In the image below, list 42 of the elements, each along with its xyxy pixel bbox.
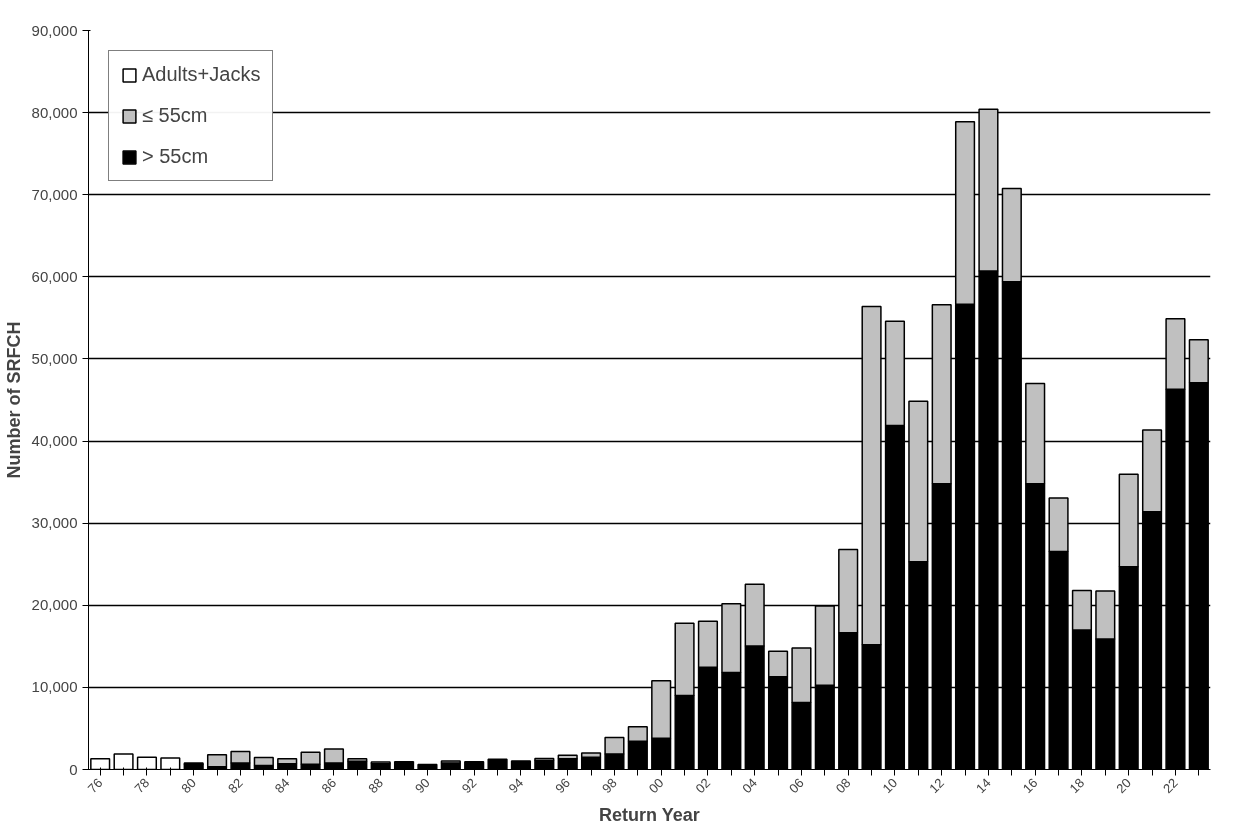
y-tick-label: 80,000 <box>31 103 78 121</box>
y-tick-label: 0 <box>69 760 78 778</box>
x-tick-label: 82 <box>224 775 246 797</box>
x-tick-label: 84 <box>271 775 293 797</box>
legend-label: ≤ 55cm <box>142 104 208 127</box>
x-tick-label: 20 <box>1113 775 1134 797</box>
x-tick-label: 10 <box>879 775 901 797</box>
x-axis-title: Return Year <box>598 805 700 826</box>
x-tick-label: 22 <box>1159 775 1181 797</box>
y-axis-title: Number of SRFCH <box>3 321 24 479</box>
x-tick-label: 96 <box>552 775 573 797</box>
x-tick-label: 08 <box>832 775 854 797</box>
y-tick-label: 40,000 <box>31 432 78 450</box>
x-tick-label: 04 <box>739 775 760 797</box>
x-tick-label: 86 <box>318 775 340 797</box>
y-tick-label: 50,000 <box>31 349 78 367</box>
x-tick-label: 90 <box>411 775 433 797</box>
legend-label: Adults+Jacks <box>142 63 261 86</box>
x-tick-label: 02 <box>692 775 714 797</box>
y-tick-label: 60,000 <box>31 267 78 285</box>
x-tick-label: 98 <box>598 775 620 797</box>
bar <box>300 751 321 765</box>
bar <box>253 756 274 767</box>
bar <box>277 758 298 765</box>
y-tick-label: 20,000 <box>31 596 78 614</box>
y-tick-label: 30,000 <box>31 514 78 532</box>
x-tick-label: 06 <box>785 775 807 797</box>
y-tick-label: 70,000 <box>31 185 78 203</box>
x-tick-label: 00 <box>645 775 667 797</box>
x-tick-label: 94 <box>505 775 527 797</box>
x-tick-label: 14 <box>972 775 994 797</box>
x-tick-label: 16 <box>1019 775 1041 797</box>
x-tick-label: 12 <box>926 775 947 797</box>
x-tick-label: 88 <box>365 775 386 797</box>
y-tick-label: 90,000 <box>31 21 78 39</box>
x-tick-label: 76 <box>84 775 106 797</box>
x-tick-label: 80 <box>178 775 199 797</box>
x-tick-label: 18 <box>1066 775 1088 797</box>
y-tick-label: 10,000 <box>31 678 78 696</box>
legend-label: > 55cm <box>142 145 209 168</box>
x-tick-label: 78 <box>131 775 153 797</box>
x-tick-label: 92 <box>458 775 480 797</box>
